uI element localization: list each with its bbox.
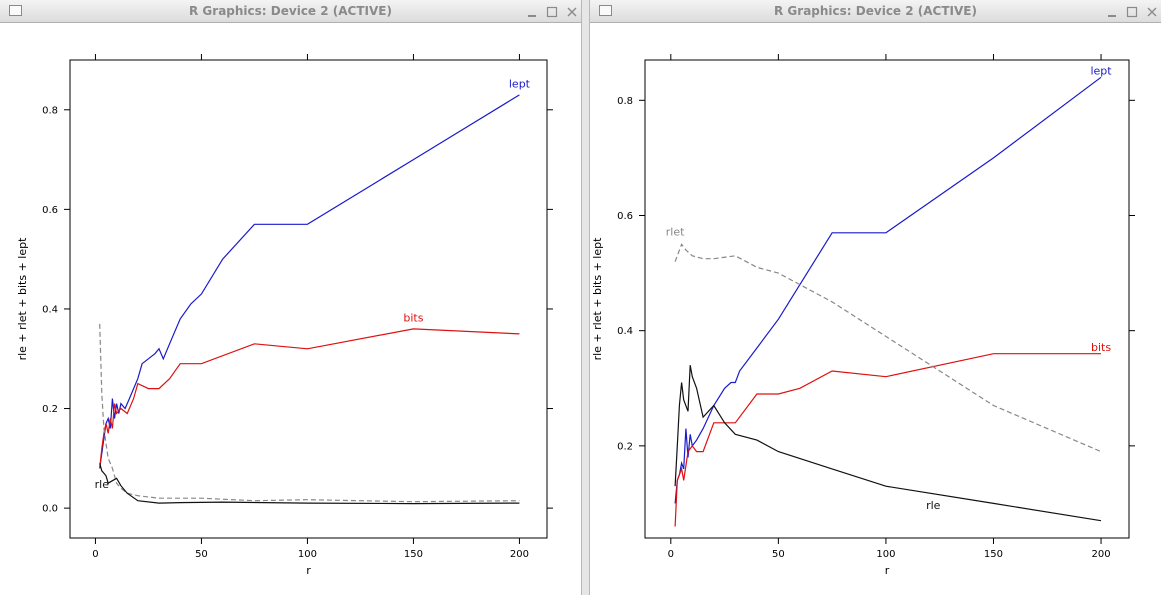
x-tick-label: 100 [298, 549, 317, 560]
graphics-window-left: R Graphics: Device 2 (ACTIVE) 0 50 100 150 2… [0, 0, 582, 595]
title-bar[interactable]: R Graphics: Device 2 (ACTIVE) [590, 0, 1161, 23]
maximize-icon[interactable] [1125, 5, 1139, 19]
y-tick-label: 0.8 [42, 105, 58, 116]
y-tick-label: 0.6 [42, 205, 58, 216]
series-label-rle: rle [95, 478, 110, 491]
window-menu-icon[interactable] [9, 5, 22, 16]
y-tick-label: 0.2 [42, 404, 58, 415]
window-controls [524, 4, 579, 18]
minimize-icon[interactable] [1105, 5, 1119, 19]
line-chart: 0 50 100 150 200 0.2 0.4 0.6 0.8 r rle + rlet + bi… [591, 54, 1135, 577]
series-label-lept: lept [509, 77, 531, 90]
series-label-lept: lept [1090, 64, 1112, 77]
x-axis-label: r [885, 564, 890, 577]
x-tick-label: 150 [984, 549, 1003, 560]
y-tick-label: 0.6 [617, 211, 633, 222]
series-line-bits [99, 328, 520, 469]
y-tick-label: 0.2 [617, 441, 633, 452]
plot-frame [644, 59, 1130, 539]
x-axis-label: r [306, 564, 311, 577]
series-line-bits [674, 353, 1101, 527]
minimize-icon[interactable] [525, 5, 539, 19]
x-tick-label: 200 [1091, 549, 1110, 560]
y-tick-label: 0.4 [617, 326, 633, 337]
maximize-icon[interactable] [545, 5, 559, 19]
x-tick-label: 50 [772, 549, 785, 560]
series-label-rle: rle [926, 499, 941, 512]
series-label-rlet: rlet [666, 226, 685, 239]
series-line-rle [674, 365, 1102, 522]
series-line-lept [99, 94, 520, 469]
window-controls [1104, 4, 1159, 18]
series-line-rle [99, 463, 520, 505]
plot-frame [69, 59, 548, 539]
close-icon[interactable] [565, 5, 579, 19]
y-tick-label: 0.4 [42, 304, 58, 315]
line-chart: 0 50 100 150 200 0.0 0.2 0.4 0.6 0.8 r rle + rlet +… [16, 54, 553, 577]
y-tick-label: 0.0 [42, 504, 58, 515]
series-label-bits: bits [403, 311, 423, 324]
window-menu-icon[interactable] [599, 5, 612, 16]
y-axis-label: rle + rlet + bits + lept [591, 237, 604, 361]
window-title: R Graphics: Device 2 (ACTIVE) [189, 4, 392, 18]
x-tick-label: 0 [92, 549, 98, 560]
series-line-rlet [674, 243, 1102, 453]
graphics-window-right: R Graphics: Device 2 (ACTIVE) 0 50 100 150 2… [589, 0, 1161, 595]
window-gap [582, 0, 589, 595]
close-icon[interactable] [1145, 5, 1159, 19]
series-label-bits: bits [1091, 341, 1111, 354]
y-tick-label: 0.8 [617, 96, 633, 107]
x-tick-label: 200 [510, 549, 529, 560]
series-line-lept [674, 76, 1102, 504]
x-tick-label: 0 [668, 549, 674, 560]
window-title: R Graphics: Device 2 (ACTIVE) [774, 4, 977, 18]
x-tick-label: 50 [195, 549, 208, 560]
y-axis-label: rle + rlet + bits + lept [16, 237, 29, 361]
title-bar[interactable]: R Graphics: Device 2 (ACTIVE) [0, 0, 581, 23]
series-line-rlet [99, 323, 520, 503]
x-tick-label: 100 [876, 549, 895, 560]
x-tick-label: 150 [404, 549, 423, 560]
